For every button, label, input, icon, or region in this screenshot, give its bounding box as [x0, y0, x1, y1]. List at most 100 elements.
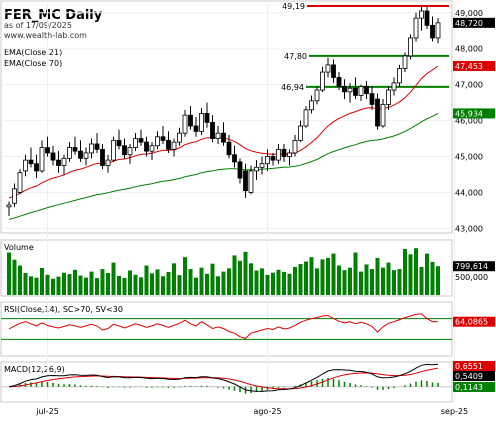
macd-line — [8, 363, 439, 392]
volume-bar — [370, 269, 374, 295]
candle — [292, 139, 298, 154]
x-tick-label: sep-25 — [441, 407, 468, 416]
volume-bar — [67, 274, 72, 295]
candle — [39, 147, 45, 172]
candle — [193, 125, 199, 132]
candle — [188, 114, 193, 127]
candle — [358, 86, 364, 96]
volume-bar — [337, 265, 341, 295]
volume-bar — [45, 274, 50, 295]
candle — [226, 141, 232, 156]
volume-bar — [293, 266, 297, 295]
candle — [314, 89, 320, 102]
volume-bar — [348, 267, 352, 295]
candle — [67, 147, 72, 159]
candle — [375, 98, 380, 127]
candle — [413, 17, 419, 39]
candle — [17, 172, 23, 193]
candle — [199, 113, 204, 132]
volume-bar — [40, 268, 44, 295]
volume-bar — [34, 277, 39, 295]
candle — [424, 10, 430, 26]
volume-bar — [227, 268, 231, 295]
volume-bar — [139, 277, 143, 295]
candle — [254, 166, 259, 172]
candle — [215, 132, 221, 139]
volume-bar — [122, 278, 127, 295]
volume-bar — [414, 248, 418, 295]
candle — [369, 93, 375, 105]
volume-bar — [7, 252, 11, 295]
volume-bar — [161, 276, 165, 295]
volume-bar — [73, 269, 77, 295]
candle — [149, 145, 155, 152]
candle — [111, 139, 116, 161]
macd-hist-badge-box — [453, 382, 495, 392]
candle — [380, 104, 386, 127]
volume-bar — [106, 273, 110, 295]
volume-bar — [232, 255, 237, 295]
volume-bar — [419, 266, 424, 295]
macd-signal-badge: 0,5409 — [455, 372, 483, 381]
volume-bar — [216, 276, 220, 295]
candle — [116, 139, 122, 147]
candle — [408, 37, 413, 57]
volume-bar — [326, 257, 330, 295]
volume-bar — [62, 272, 66, 295]
candle — [287, 152, 292, 157]
candle — [78, 150, 83, 159]
candle — [259, 163, 265, 168]
candle — [248, 170, 254, 193]
level-label: 46,94 — [281, 83, 304, 92]
last-price-badge: 48,720 — [455, 19, 483, 28]
volume-title: Volume — [4, 243, 34, 252]
candle — [155, 136, 160, 147]
candle — [127, 147, 133, 156]
level-label: 49,19 — [282, 2, 305, 11]
volume-bar — [249, 263, 253, 295]
candle — [320, 71, 325, 91]
price-tick-label: 46,000 — [455, 117, 483, 126]
rsi-line — [8, 313, 438, 339]
candle — [23, 159, 28, 172]
candle — [171, 141, 177, 150]
volume-bar — [260, 268, 264, 295]
volume-bar — [375, 257, 380, 295]
candle — [336, 77, 342, 87]
candle — [265, 156, 270, 165]
volume-bar — [364, 264, 369, 295]
volume-bar — [78, 275, 83, 295]
candle — [243, 170, 248, 192]
candle — [402, 55, 408, 69]
volume-bar — [254, 270, 259, 295]
candle — [298, 125, 303, 141]
candle — [122, 145, 127, 156]
ema21-value-badge-box — [453, 60, 495, 71]
rsi-value-badge-box — [453, 316, 495, 327]
volume-bar — [430, 261, 435, 295]
volume-bar — [188, 269, 193, 295]
volume-bar — [29, 276, 33, 295]
candle — [100, 148, 105, 166]
candle — [105, 159, 111, 166]
x-tick-label: jul-25 — [35, 407, 59, 416]
candle — [232, 154, 237, 163]
candle — [435, 22, 441, 39]
candle — [391, 82, 397, 91]
volume-bar — [381, 267, 385, 295]
candle — [182, 114, 188, 134]
candle — [221, 132, 226, 143]
volume-bar — [359, 271, 363, 295]
volume-bar — [271, 272, 275, 295]
candle — [386, 89, 391, 105]
candle — [325, 64, 331, 73]
candle — [34, 163, 39, 172]
volume-bar — [397, 269, 402, 295]
volume-bar — [133, 274, 138, 295]
volume-bar — [221, 271, 226, 295]
volume-bar — [403, 248, 407, 295]
chart-marks: 43,000 44,000 45,000 46,000 47,000 48,000 49,0… — [1, 1, 495, 416]
volume-bar — [304, 261, 308, 295]
ema70-line — [8, 112, 439, 220]
